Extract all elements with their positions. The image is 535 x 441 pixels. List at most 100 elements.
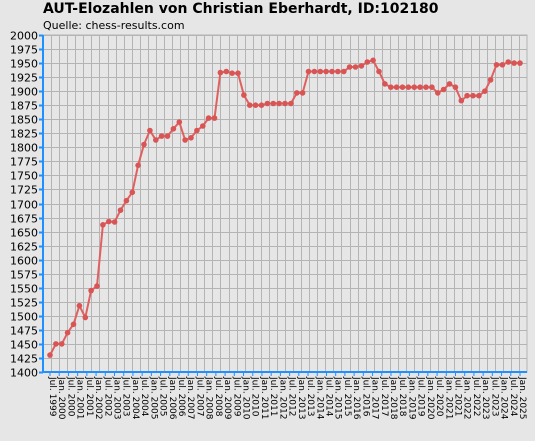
chart-title: AUT-Elozahlen von Christian Eberhardt, I… [43, 1, 439, 17]
data-point [200, 123, 206, 129]
x-tick-label: Jul. 2016 [360, 376, 370, 417]
chart-subtitle: Quelle: chess-results.com [43, 19, 185, 32]
data-point [176, 119, 183, 125]
data-point [205, 115, 212, 121]
data-point [53, 341, 59, 347]
data-point [64, 329, 71, 336]
x-tick-label: Jan. 2001 [75, 376, 85, 420]
data-point [358, 63, 365, 69]
data-point [311, 68, 318, 75]
data-point [482, 88, 488, 94]
data-point [182, 137, 188, 143]
y-tick-label: 1700 [10, 199, 38, 212]
x-tick-label: Jul. 2018 [397, 376, 407, 417]
data-point [440, 86, 447, 93]
data-point [382, 81, 388, 87]
data-point [405, 84, 412, 90]
data-point [294, 90, 300, 96]
x-tick-label: Jul. 2019 [416, 376, 426, 417]
data-point [517, 60, 523, 66]
data-point [59, 341, 65, 347]
x-tick-label: Jul. 2007 [194, 376, 204, 417]
data-point [247, 102, 253, 108]
data-point [158, 133, 165, 139]
data-point [217, 69, 224, 76]
x-tick-label: Jan. 2006 [167, 376, 177, 420]
x-tick-label: Jan. 2002 [93, 376, 103, 420]
data-point [258, 102, 265, 108]
x-tick-label: Jan. 2010 [241, 376, 251, 420]
data-point [241, 92, 247, 98]
data-point [499, 62, 506, 68]
y-tick-label: 1650 [10, 227, 38, 240]
data-point [235, 70, 241, 76]
data-point [364, 59, 371, 65]
data-point [223, 68, 230, 75]
data-point [399, 84, 406, 90]
y-tick-label: 1450 [10, 339, 38, 352]
x-tick-label: Jan. 2019 [406, 376, 416, 420]
data-point [423, 84, 429, 90]
x-tick-label: Jul. 2010 [250, 376, 260, 417]
x-tick-label: Jul. 2023 [489, 376, 499, 416]
x-tick-label: Jul. 2021 [452, 376, 462, 417]
y-tick-label: 1675 [10, 213, 38, 226]
data-point [511, 60, 517, 66]
data-point [141, 141, 147, 148]
x-tick-label: Jul. 2003 [121, 376, 131, 417]
data-point [299, 90, 306, 96]
data-point [270, 100, 277, 107]
data-point [170, 126, 177, 132]
x-tick-label: Jan. 2012 [277, 376, 287, 420]
x-tick-label: Jan. 2005 [148, 376, 158, 420]
y-tick-label: 1725 [10, 184, 38, 197]
data-point [88, 287, 94, 294]
data-point [106, 218, 112, 225]
x-tick-label: Jul. 2013 [305, 376, 315, 417]
x-tick-label: Jan. 2003 [112, 376, 122, 420]
data-point [194, 127, 200, 134]
x-tick-label: Jan. 2004 [130, 376, 140, 420]
x-tick-label: Jan. 2013 [296, 376, 306, 420]
data-point [229, 70, 235, 76]
data-point [117, 207, 124, 213]
data-point [370, 57, 376, 64]
x-tick-label: Jan. 2020 [425, 376, 435, 420]
data-point [429, 84, 435, 90]
x-tick-label: Jul. 2014 [323, 376, 333, 417]
x-tick-label: Jul. 2015 [342, 376, 352, 417]
data-point [376, 68, 382, 75]
x-tick-label: Jul. 2022 [471, 376, 481, 417]
data-point [153, 137, 159, 143]
x-tick-label: Jul. 1999 [47, 376, 57, 417]
data-point [94, 283, 100, 289]
data-point [252, 102, 259, 108]
data-point [487, 77, 494, 83]
data-point [388, 84, 394, 90]
data-point [446, 81, 453, 87]
x-tick-label: Jan. 2016 [351, 376, 361, 420]
y-tick-label: 1800 [10, 142, 38, 155]
y-tick-label: 1500 [10, 311, 38, 324]
data-point [100, 222, 106, 228]
y-tick-label: 1975 [10, 44, 38, 57]
data-point [82, 314, 89, 321]
x-tick-label: Jan. 2024 [499, 376, 509, 420]
data-point [470, 92, 476, 99]
y-tick-label: 2000 [10, 30, 38, 43]
y-axis: 1400142514501475150015251550157516001625… [10, 30, 44, 380]
x-tick-label: Jul. 2002 [102, 376, 112, 417]
data-point [129, 189, 136, 196]
data-point [341, 68, 347, 75]
x-tick-label: Jan. 2021 [443, 376, 453, 420]
data-point [188, 135, 194, 141]
x-tick-label: Jan. 2009 [222, 376, 232, 420]
data-point [458, 97, 465, 104]
data-point [417, 84, 423, 90]
y-tick-label: 1750 [10, 170, 38, 183]
data-point [282, 100, 288, 107]
x-tick-label: Jul. 2011 [268, 376, 278, 417]
data-point [317, 68, 324, 75]
data-point [411, 84, 418, 90]
